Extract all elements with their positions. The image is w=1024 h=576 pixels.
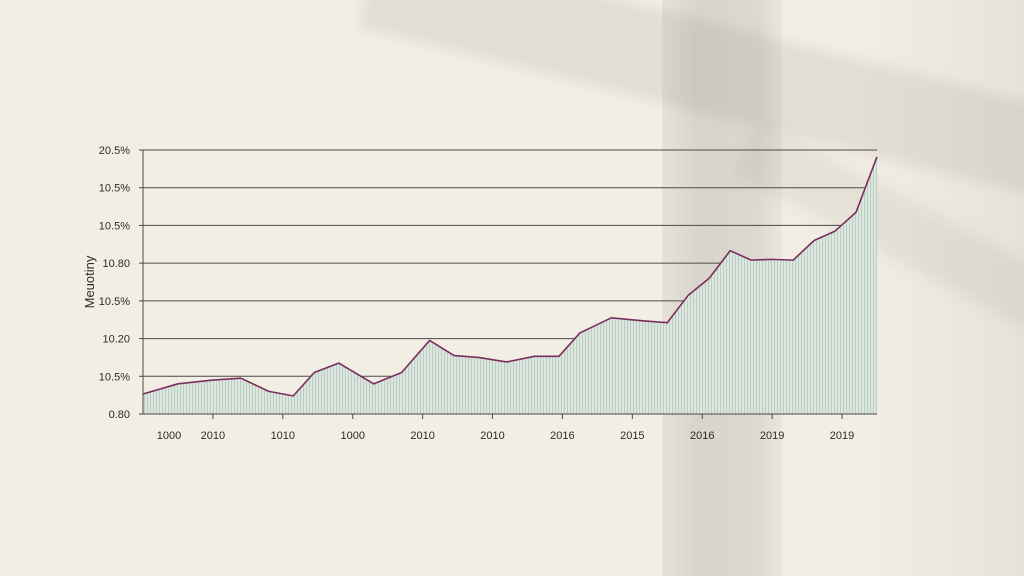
x-tick-label: 2010 [201,430,225,442]
series-line [142,156,878,397]
x-tick-label: 2019 [830,430,854,442]
x-tick-label: 2019 [760,430,784,442]
x-tick-labels: 1000 2010 1010 1000 2010 2010 2016 2015 2016 2019… [157,430,855,442]
y-tick-label: 20.5% [99,145,130,157]
x-tick-label: 2016 [550,430,574,442]
y-tick-label: 10.5% [99,296,130,308]
y-axis-title: Meuotiny [82,255,97,308]
y-tick-label: 0.80 [109,409,130,421]
x-tick-label: 1010 [271,430,295,442]
x-tick-label: 1000 [157,430,181,442]
x-tick-label: 2010 [410,430,434,442]
y-tick-label: 10.5% [99,220,130,232]
x-tick-label: 2015 [620,430,644,442]
x-tick-label: 2010 [480,430,504,442]
y-tick-label: 10.5% [99,371,130,383]
series-area-fill [143,156,877,414]
y-tick-label: 10.5% [99,183,130,195]
y-tick-label: 10.80 [102,258,130,270]
y-tick-label: 10.20 [102,334,130,346]
series-area [142,156,878,414]
axes [139,149,877,419]
y-tick-labels: 20.5% 10.5% 10.5% 10.80 10.5% 10.20 10.5% 0.80 [99,145,130,421]
x-tick-label: 2016 [690,430,714,442]
x-tick-label: 1000 [340,430,364,442]
